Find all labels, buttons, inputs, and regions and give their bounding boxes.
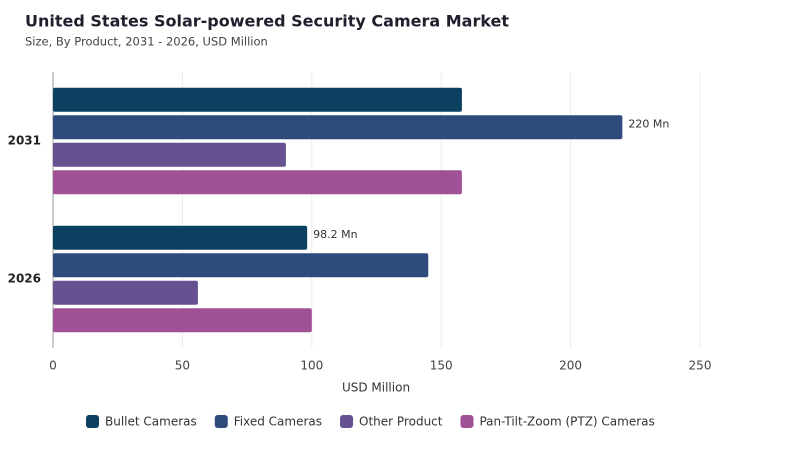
legend-label: Pan-Tilt-Zoom (PTZ) Cameras	[479, 415, 654, 429]
x-tick-label: 100	[300, 359, 323, 373]
data-label: 98.2 Mn	[313, 228, 357, 241]
bar	[53, 142, 286, 167]
bar	[53, 253, 429, 278]
y-tick-label: 2026	[8, 272, 41, 286]
legend-swatch	[340, 415, 354, 428]
legend-swatch	[460, 415, 474, 428]
x-tick-label: 200	[559, 359, 582, 373]
legend-label: Bullet Cameras	[105, 415, 197, 429]
legend-swatch	[214, 415, 228, 428]
bar	[53, 115, 623, 140]
y-tick-label: 2031	[8, 134, 41, 148]
x-axis-title: USD Million	[342, 381, 410, 395]
bar	[53, 87, 462, 112]
bar	[53, 308, 312, 333]
bar	[53, 225, 308, 250]
x-tick-label: 50	[175, 359, 190, 373]
legend-label: Other Product	[359, 415, 443, 429]
legend-swatch	[86, 415, 99, 428]
x-tick-label: 0	[49, 359, 57, 373]
chart-subtitle: Size, By Product, 2031 - 2026, USD Milli…	[25, 35, 268, 49]
legend-label: Fixed Cameras	[234, 415, 322, 429]
x-tick-label: 150	[430, 359, 453, 373]
chart-title: United States Solar-powered Security Cam…	[25, 12, 509, 31]
bar	[53, 280, 198, 305]
bar	[53, 170, 462, 195]
data-label: 220 Mn	[628, 117, 669, 130]
x-tick-label: 250	[689, 359, 712, 373]
